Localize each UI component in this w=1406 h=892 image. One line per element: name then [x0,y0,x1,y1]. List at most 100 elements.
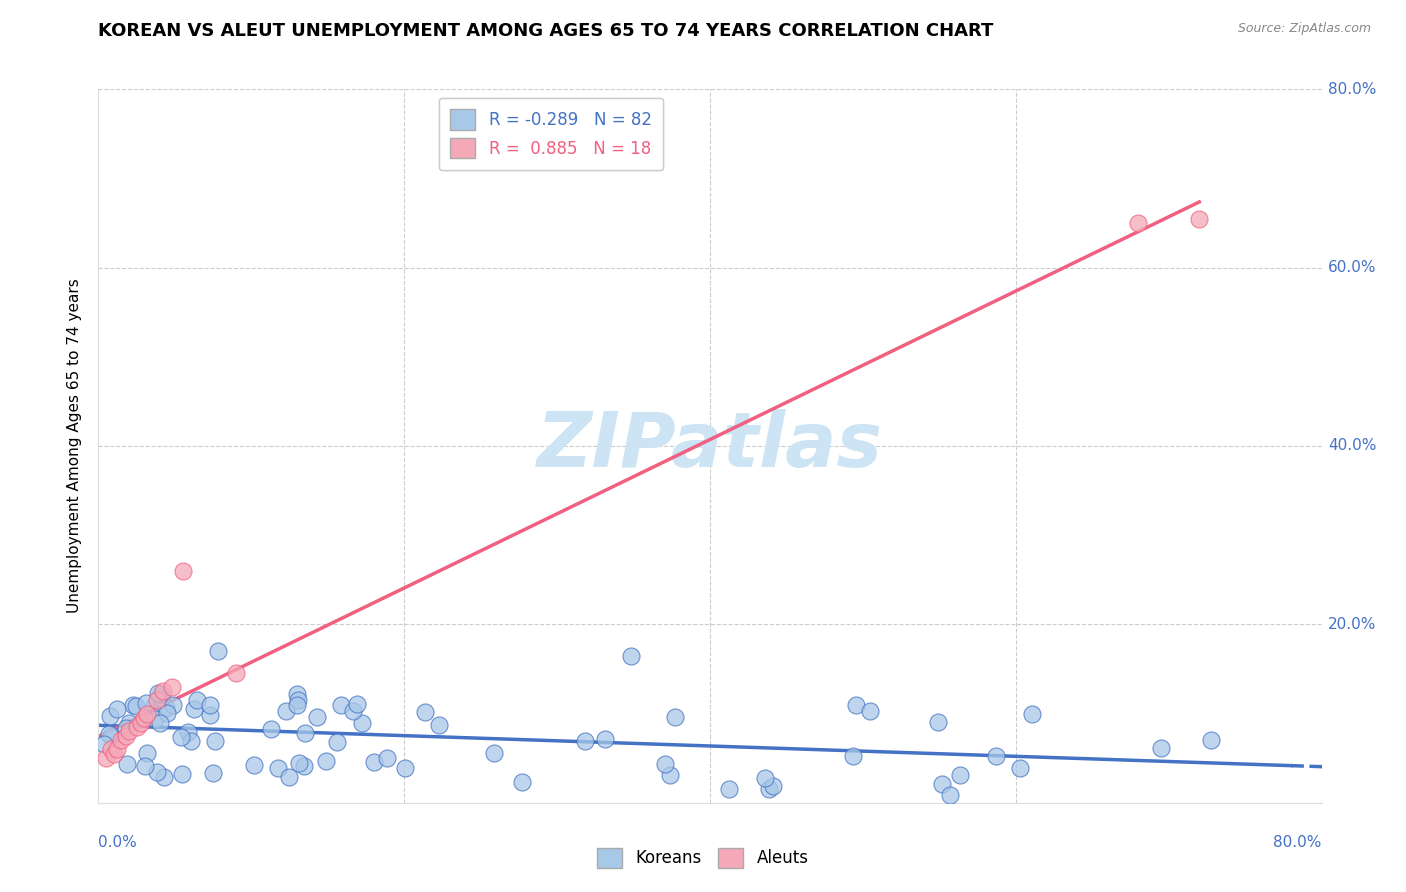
Point [326,735,349,749]
Point [758,781,780,796]
Y-axis label: Unemployment Among Ages 65 to 74 years: Unemployment Among Ages 65 to 74 years [67,278,83,614]
Point [394,761,416,775]
Point [294,726,316,740]
Text: 20.0%: 20.0% [1327,617,1376,632]
Point [207,644,229,658]
Text: ZIPatlas: ZIPatlas [537,409,883,483]
Point [100,742,122,756]
Point [134,758,156,772]
Point [160,680,183,694]
Point [844,698,866,713]
Point [225,666,247,681]
Point [134,711,156,725]
Point [342,704,364,718]
Point [94,751,117,765]
Point [659,767,682,781]
Text: 80.0%: 80.0% [1327,82,1376,96]
Point [118,716,141,731]
Point [204,733,226,747]
Point [198,707,221,722]
Point [620,648,643,663]
Point [330,698,353,713]
Point [152,684,174,698]
Point [305,710,328,724]
Point [243,757,266,772]
Point [285,698,308,713]
Point [1021,706,1043,721]
Point [172,767,194,781]
Point [315,755,337,769]
Point [1010,761,1032,775]
Point [277,771,299,785]
Legend: R = -0.289   N = 82, R =  0.885   N = 18: R = -0.289 N = 82, R = 0.885 N = 18 [439,97,664,169]
Point [949,767,972,781]
Point [350,716,373,731]
Point [593,731,616,746]
Point [148,686,170,700]
Point [1128,216,1150,230]
Point [984,749,1007,764]
Point [292,758,315,772]
Point [510,775,533,789]
Point [285,687,308,701]
Point [115,729,138,743]
Text: KOREAN VS ALEUT UNEMPLOYMENT AMONG AGES 65 TO 74 YEARS CORRELATION CHART: KOREAN VS ALEUT UNEMPLOYMENT AMONG AGES … [98,22,994,40]
Point [142,699,165,714]
Point [927,714,949,729]
Point [482,746,505,760]
Point [105,742,128,756]
Point [717,781,740,796]
Point [762,779,785,793]
Point [1150,741,1173,756]
Point [429,717,451,731]
Point [1188,211,1211,226]
Text: 80.0%: 80.0% [1274,835,1322,850]
Point [100,730,122,744]
Point [122,698,145,713]
Point [346,697,368,711]
Point [375,751,398,765]
Point [110,733,132,747]
Point [287,692,309,706]
Point [363,755,385,769]
Point [413,705,436,719]
Point [574,733,596,747]
Point [939,788,962,802]
Point [150,687,173,701]
Point [183,702,205,716]
Point [162,698,184,713]
Point [135,696,157,710]
Point [201,765,224,780]
Point [149,716,172,731]
Point [177,724,200,739]
Point [170,730,193,744]
Point [125,698,148,713]
Point [153,770,176,784]
Point [156,706,179,720]
Point [260,722,283,736]
Point [115,722,138,736]
Point [859,705,882,719]
Point [146,765,169,780]
Point [136,706,159,721]
Legend: Koreans, Aleuts: Koreans, Aleuts [591,841,815,875]
Point [105,701,128,715]
Point [93,737,115,751]
Point [186,693,208,707]
Point [267,761,290,775]
Point [155,701,177,715]
Point [129,715,152,730]
Point [98,709,121,723]
Point [931,777,953,791]
Point [180,733,202,747]
Point [664,710,686,724]
Point [654,757,676,772]
Point [150,691,173,706]
Point [145,693,167,707]
Point [118,724,141,739]
Point [135,746,157,760]
Text: 0.0%: 0.0% [98,835,138,850]
Point [1199,732,1222,747]
Point [274,704,297,718]
Text: 60.0%: 60.0% [1327,260,1376,275]
